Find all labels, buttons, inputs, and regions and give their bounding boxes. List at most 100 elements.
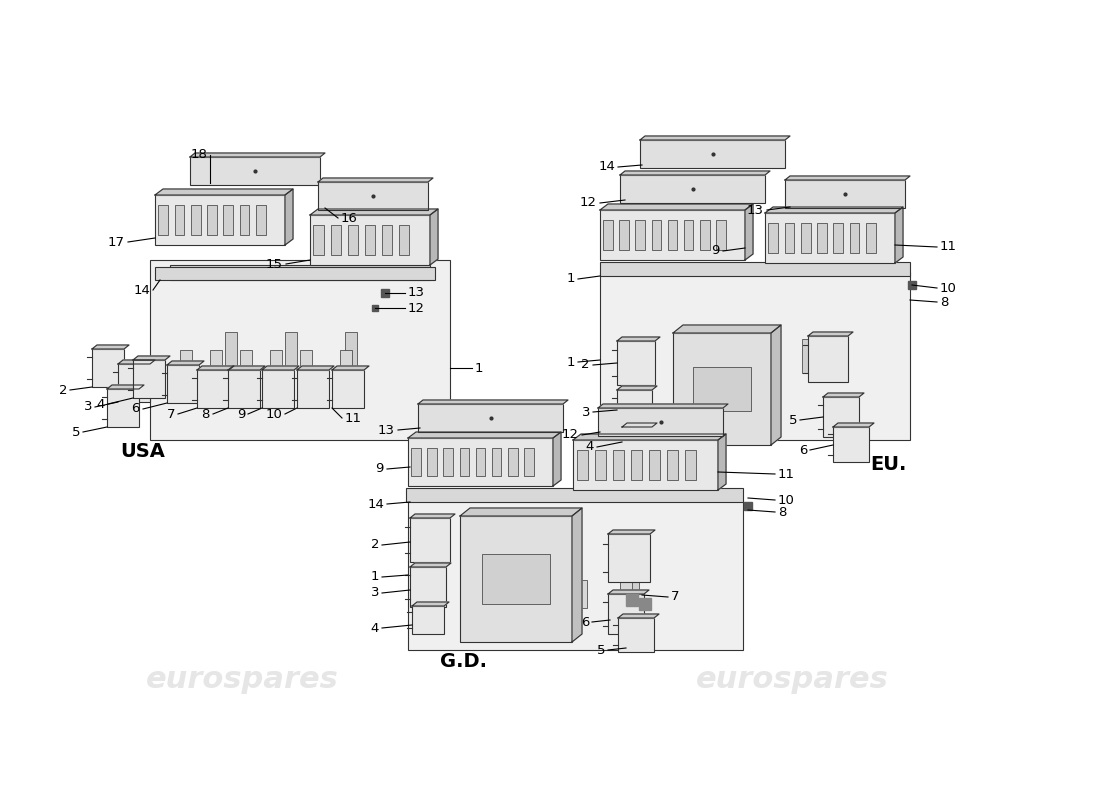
Bar <box>492 560 505 590</box>
Bar <box>427 447 437 476</box>
Text: 4: 4 <box>585 441 594 454</box>
Bar <box>270 350 282 380</box>
Bar <box>418 404 563 432</box>
Bar <box>739 339 752 373</box>
Bar <box>608 534 650 582</box>
Bar <box>167 365 199 403</box>
Text: 12: 12 <box>580 197 597 210</box>
Polygon shape <box>808 332 852 336</box>
Text: 15: 15 <box>266 258 283 270</box>
Polygon shape <box>410 563 451 567</box>
Polygon shape <box>310 209 438 215</box>
Bar <box>598 408 723 436</box>
Bar <box>620 580 632 608</box>
Polygon shape <box>408 432 561 438</box>
Bar <box>197 370 229 408</box>
Bar <box>866 223 876 253</box>
Bar <box>678 339 690 373</box>
Text: 8: 8 <box>778 506 786 518</box>
Bar <box>310 215 430 265</box>
Text: 5: 5 <box>72 426 80 438</box>
Polygon shape <box>598 404 728 408</box>
Bar <box>595 450 606 480</box>
Polygon shape <box>297 366 334 370</box>
Bar <box>340 350 352 380</box>
Text: 6: 6 <box>581 615 589 629</box>
Bar <box>190 205 200 235</box>
Bar <box>332 370 364 408</box>
Polygon shape <box>190 153 324 157</box>
Bar <box>228 370 260 408</box>
Bar <box>764 213 895 263</box>
Text: 3: 3 <box>84 401 92 414</box>
Text: 3: 3 <box>371 586 380 599</box>
Bar <box>223 205 233 235</box>
Bar <box>576 450 587 480</box>
Text: 6: 6 <box>132 402 140 415</box>
Bar <box>823 397 859 437</box>
Bar <box>190 157 320 185</box>
Bar <box>785 180 905 208</box>
Polygon shape <box>673 325 781 333</box>
Polygon shape <box>118 360 155 364</box>
Text: 2: 2 <box>371 538 380 551</box>
Polygon shape <box>107 385 144 389</box>
Bar <box>802 339 814 373</box>
Text: 13: 13 <box>378 423 395 437</box>
Bar <box>399 225 409 255</box>
Bar <box>408 438 553 486</box>
Bar <box>300 350 312 380</box>
Text: 4: 4 <box>371 622 380 634</box>
Polygon shape <box>332 366 368 370</box>
Polygon shape <box>640 136 790 140</box>
Bar <box>331 225 341 255</box>
Bar <box>410 567 446 607</box>
Bar <box>180 350 192 380</box>
Bar <box>808 336 848 382</box>
Text: 1: 1 <box>566 355 575 369</box>
Bar <box>617 390 652 430</box>
Text: 9: 9 <box>712 245 720 258</box>
Bar <box>725 345 737 375</box>
Polygon shape <box>600 204 754 210</box>
Polygon shape <box>895 207 903 263</box>
Text: 1: 1 <box>475 362 484 374</box>
Bar <box>118 364 150 402</box>
Text: G.D.: G.D. <box>440 652 487 671</box>
Text: 13: 13 <box>747 203 764 217</box>
Polygon shape <box>617 386 657 390</box>
Bar <box>475 447 485 476</box>
Text: eurospares: eurospares <box>145 666 339 694</box>
Bar <box>406 488 742 502</box>
Bar <box>155 195 285 245</box>
Text: 6: 6 <box>799 443 807 457</box>
Bar <box>618 618 654 652</box>
Bar <box>410 518 450 562</box>
Polygon shape <box>553 432 561 486</box>
Polygon shape <box>608 530 654 534</box>
Polygon shape <box>621 423 657 427</box>
Polygon shape <box>823 393 864 397</box>
Polygon shape <box>620 171 770 175</box>
Polygon shape <box>718 434 726 490</box>
Bar <box>619 220 629 250</box>
Bar <box>460 447 470 476</box>
Bar <box>158 205 168 235</box>
Text: 18: 18 <box>190 149 207 162</box>
Bar <box>210 350 222 380</box>
Polygon shape <box>573 434 726 440</box>
Bar <box>515 580 527 608</box>
Bar <box>600 210 745 260</box>
Bar <box>768 223 778 253</box>
Bar <box>600 272 910 440</box>
Bar <box>150 260 450 440</box>
Bar <box>318 182 428 210</box>
Bar <box>575 580 587 608</box>
Text: 12: 12 <box>562 429 579 442</box>
Polygon shape <box>785 176 910 180</box>
Text: 10: 10 <box>265 407 282 421</box>
Bar <box>693 366 751 411</box>
Text: 14: 14 <box>367 498 384 510</box>
Polygon shape <box>418 400 568 404</box>
Text: 10: 10 <box>778 494 795 506</box>
